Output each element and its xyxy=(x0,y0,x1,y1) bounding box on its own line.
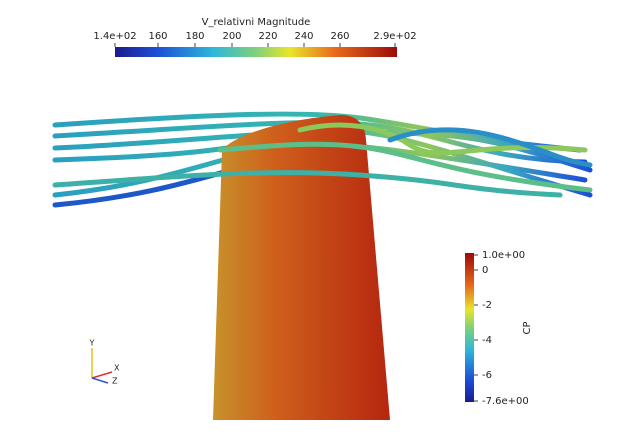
colorbar-title: V_relativni Magnitude xyxy=(202,17,311,28)
colorbar-label: -4 xyxy=(482,335,492,346)
colorbar-label: 200 xyxy=(222,31,241,42)
colorbar-title: CP xyxy=(522,321,533,334)
tower xyxy=(213,115,390,420)
colorbar-label: -7.6e+00 xyxy=(482,396,529,407)
colorbar-gradient xyxy=(465,253,474,402)
colorbar-label: 0 xyxy=(482,265,488,276)
axis-label: Y xyxy=(89,339,95,348)
colorbar-label: -6 xyxy=(482,370,492,381)
colorbar-label: 260 xyxy=(330,31,349,42)
axis-label: X xyxy=(114,364,120,373)
colorbar-label: 240 xyxy=(294,31,313,42)
streamlines-front xyxy=(52,122,593,198)
colorbar-label: 220 xyxy=(258,31,277,42)
colorbar-label: 1.0e+00 xyxy=(482,250,525,261)
axes-triad: Y X Z xyxy=(89,339,120,386)
colorbar-label: 2.9e+02 xyxy=(373,31,416,42)
colorbar-label: -2 xyxy=(482,300,492,311)
colorbar-label: 160 xyxy=(148,31,167,42)
cp-colorbar: CP 1.0e+00 0 -2 -4 -6 -7.6e+00 xyxy=(465,250,533,407)
colorbar-label: 1.4e+02 xyxy=(93,31,136,42)
colorbar-gradient xyxy=(115,47,397,57)
velocity-colorbar: V_relativni Magnitude 1.4e+02 160 180 200 22… xyxy=(93,17,417,57)
axis-label: Z xyxy=(112,377,118,386)
colorbar-label: 180 xyxy=(185,31,204,42)
